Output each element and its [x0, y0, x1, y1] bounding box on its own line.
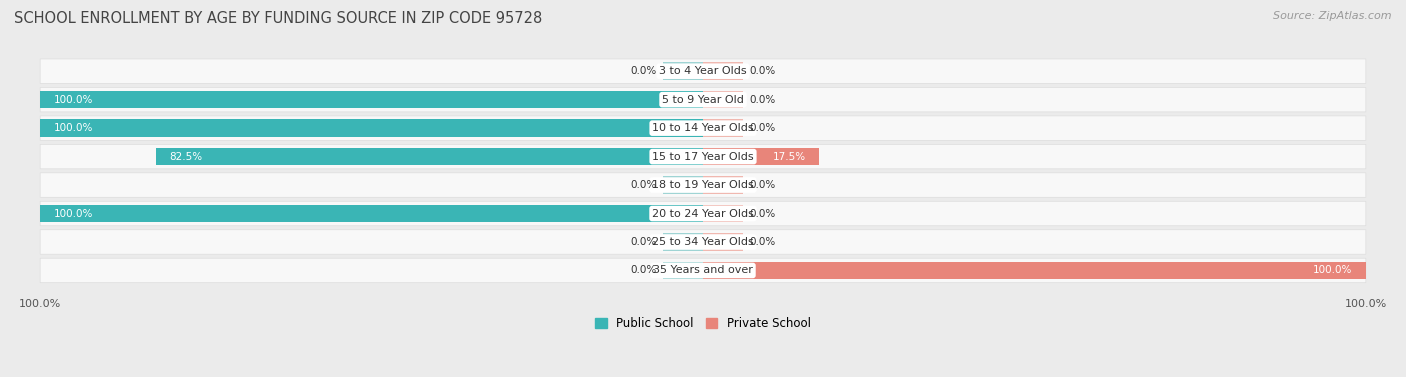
Bar: [664, 176, 703, 194]
Text: 82.5%: 82.5%: [169, 152, 202, 162]
Text: 100.0%: 100.0%: [53, 208, 93, 219]
Text: 3 to 4 Year Olds: 3 to 4 Year Olds: [659, 66, 747, 76]
Text: 0.0%: 0.0%: [749, 123, 776, 133]
FancyBboxPatch shape: [41, 201, 1365, 226]
FancyBboxPatch shape: [41, 144, 1365, 169]
Text: 0.0%: 0.0%: [630, 180, 657, 190]
Bar: [703, 91, 742, 109]
Bar: [664, 262, 703, 279]
Bar: [703, 262, 1365, 279]
Bar: [703, 205, 742, 222]
Text: 5 to 9 Year Old: 5 to 9 Year Old: [662, 95, 744, 105]
Bar: [703, 62, 742, 80]
Text: 100.0%: 100.0%: [1313, 265, 1353, 276]
Text: 0.0%: 0.0%: [749, 180, 776, 190]
FancyBboxPatch shape: [41, 230, 1365, 254]
FancyBboxPatch shape: [41, 87, 1365, 112]
Text: 0.0%: 0.0%: [630, 66, 657, 76]
FancyBboxPatch shape: [41, 59, 1365, 83]
Bar: [703, 119, 742, 137]
Text: 10 to 14 Year Olds: 10 to 14 Year Olds: [652, 123, 754, 133]
Bar: [664, 233, 703, 251]
Text: 0.0%: 0.0%: [749, 66, 776, 76]
Text: 0.0%: 0.0%: [630, 265, 657, 276]
Bar: [664, 62, 703, 80]
Bar: [156, 148, 703, 166]
Bar: [41, 91, 703, 109]
Text: 25 to 34 Year Olds: 25 to 34 Year Olds: [652, 237, 754, 247]
Text: 35 Years and over: 35 Years and over: [652, 265, 754, 276]
Bar: [41, 119, 703, 137]
Text: 0.0%: 0.0%: [749, 237, 776, 247]
Text: 18 to 19 Year Olds: 18 to 19 Year Olds: [652, 180, 754, 190]
Text: Source: ZipAtlas.com: Source: ZipAtlas.com: [1274, 11, 1392, 21]
Text: 100.0%: 100.0%: [53, 95, 93, 105]
FancyBboxPatch shape: [41, 116, 1365, 140]
Text: 15 to 17 Year Olds: 15 to 17 Year Olds: [652, 152, 754, 162]
Text: 0.0%: 0.0%: [749, 95, 776, 105]
FancyBboxPatch shape: [41, 258, 1365, 283]
Text: 100.0%: 100.0%: [53, 123, 93, 133]
Text: 17.5%: 17.5%: [773, 152, 806, 162]
Bar: [703, 233, 742, 251]
Bar: [41, 205, 703, 222]
Text: 20 to 24 Year Olds: 20 to 24 Year Olds: [652, 208, 754, 219]
FancyBboxPatch shape: [41, 173, 1365, 197]
Legend: Public School, Private School: Public School, Private School: [591, 313, 815, 335]
Text: 0.0%: 0.0%: [630, 237, 657, 247]
Bar: [703, 148, 820, 166]
Text: SCHOOL ENROLLMENT BY AGE BY FUNDING SOURCE IN ZIP CODE 95728: SCHOOL ENROLLMENT BY AGE BY FUNDING SOUR…: [14, 11, 543, 26]
Bar: [703, 176, 742, 194]
Text: 0.0%: 0.0%: [749, 208, 776, 219]
